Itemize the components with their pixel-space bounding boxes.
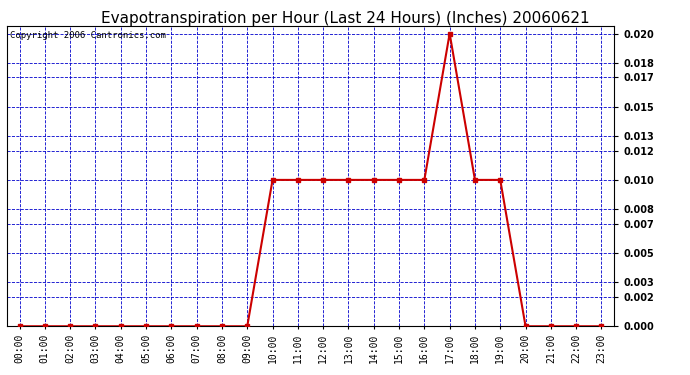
Text: Evapotranspiration per Hour (Last 24 Hours) (Inches) 20060621: Evapotranspiration per Hour (Last 24 Hou… [101, 11, 589, 26]
Text: Copyright 2006 Cantronics.com: Copyright 2006 Cantronics.com [10, 31, 166, 40]
